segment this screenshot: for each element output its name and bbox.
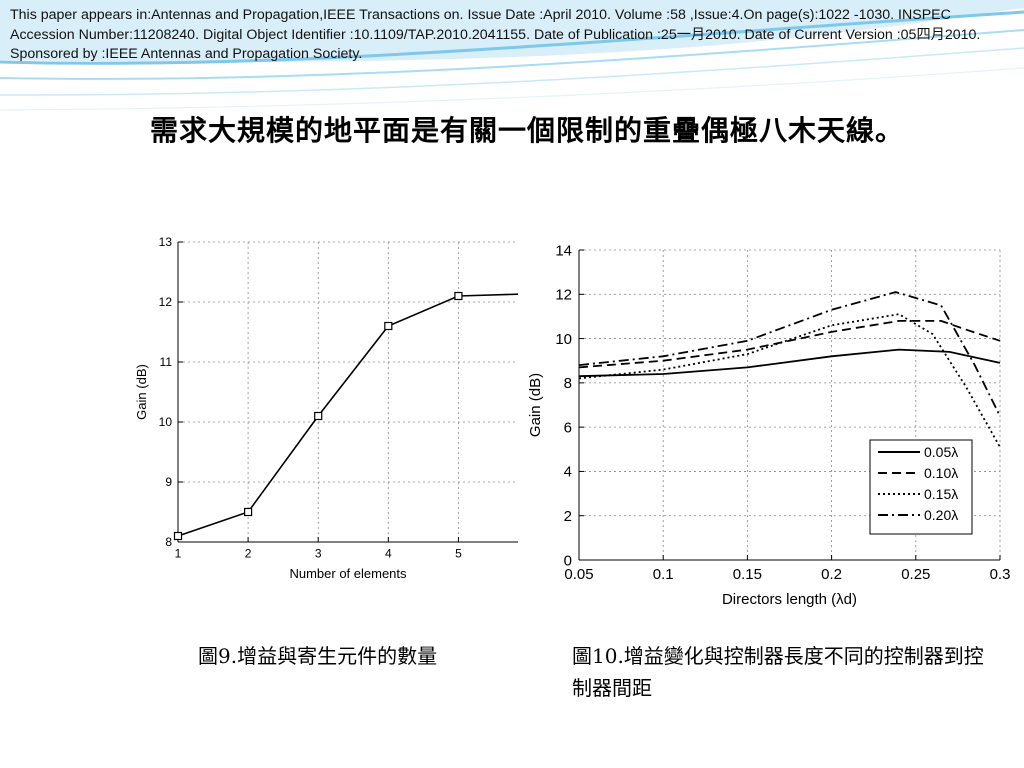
- y-tick-label: 0: [564, 552, 572, 569]
- legend-label: 0.05λ: [924, 444, 958, 460]
- citation-text: This paper appears in:Antennas and Propa…: [10, 7, 981, 62]
- series-line-0: [578, 348, 1001, 378]
- x-axis-label: Directors length (λd): [722, 591, 857, 608]
- y-tick-label: 9: [165, 475, 172, 489]
- y-tick-label: 11: [160, 355, 173, 369]
- figure-10-caption: 圖10.增益變化與控制器長度不同的控制器到控制器間距: [572, 644, 984, 700]
- chart-gain-vs-director-length-svg: 0.05 0.1 0.15 0.2 0.25 0.3 0 2 4 6 8 10 12 14 Director…: [527, 242, 1011, 608]
- y-tick-label: 4: [564, 464, 572, 481]
- x-tick-label: 3: [315, 547, 322, 561]
- chart-gain-vs-director-length: 0.05 0.1 0.15 0.2 0.25 0.3 0 2 4 6 8 10 12 14 Director…: [520, 230, 1024, 616]
- data-point-marker: [454, 291, 463, 301]
- y-tick-label: 6: [564, 419, 572, 436]
- x-tick-label: 1: [175, 547, 182, 561]
- header-wave-decoration: [0, 0, 1024, 111]
- y-tick-label: 8: [564, 375, 572, 392]
- legend-label: 0.20λ: [924, 507, 958, 523]
- data-point-marker: [173, 531, 183, 541]
- legend-label: 0.15λ: [924, 486, 958, 502]
- x-tick-label: 0.05: [564, 566, 593, 583]
- y-tick-label: 12: [159, 295, 173, 309]
- figure-9-caption: 圖9.增益與寄生元件的數量: [198, 644, 438, 668]
- data-point-marker: [244, 507, 253, 517]
- x-tick-label: 0.2: [821, 566, 842, 583]
- x-axis-label: Number of elements: [289, 566, 407, 581]
- series-line-1: [578, 320, 1001, 369]
- chart-gain-vs-elements: 1 2 3 4 5 8 9 10 11 12 13 Number of elements Gain (d…: [122, 224, 518, 616]
- y-tick-label: 14: [555, 242, 572, 259]
- data-point-marker: [314, 411, 323, 421]
- y-axis-label: Gain (dB): [527, 373, 544, 437]
- y-tick-label: 10: [159, 415, 173, 429]
- y-tick-label: 13: [159, 235, 173, 249]
- data-point-marker: [384, 321, 393, 331]
- legend-box: [869, 439, 973, 535]
- x-tick-label: 2: [245, 547, 252, 561]
- legend-label: 0.10λ: [924, 465, 958, 481]
- y-tick-label: 2: [564, 508, 572, 525]
- y-tick-label: 8: [165, 535, 172, 549]
- x-tick-label: 0.25: [901, 566, 930, 583]
- y-axis-label: Gain (dB): [134, 364, 149, 420]
- plot-area: [178, 242, 518, 542]
- x-tick-label: 0.15: [733, 566, 762, 583]
- x-tick-label: 0.3: [990, 566, 1011, 583]
- y-tick-label: 12: [555, 287, 572, 304]
- x-tick-label: 0.1: [653, 566, 674, 583]
- x-tick-label: 5: [455, 547, 462, 561]
- y-tick-label: 10: [555, 331, 572, 348]
- series-line-0: [177, 293, 518, 537]
- x-tick-label: 4: [385, 547, 392, 561]
- slide-title: 需求大規模的地平面是有關一個限制的重疊偶極八木天線。: [150, 114, 905, 147]
